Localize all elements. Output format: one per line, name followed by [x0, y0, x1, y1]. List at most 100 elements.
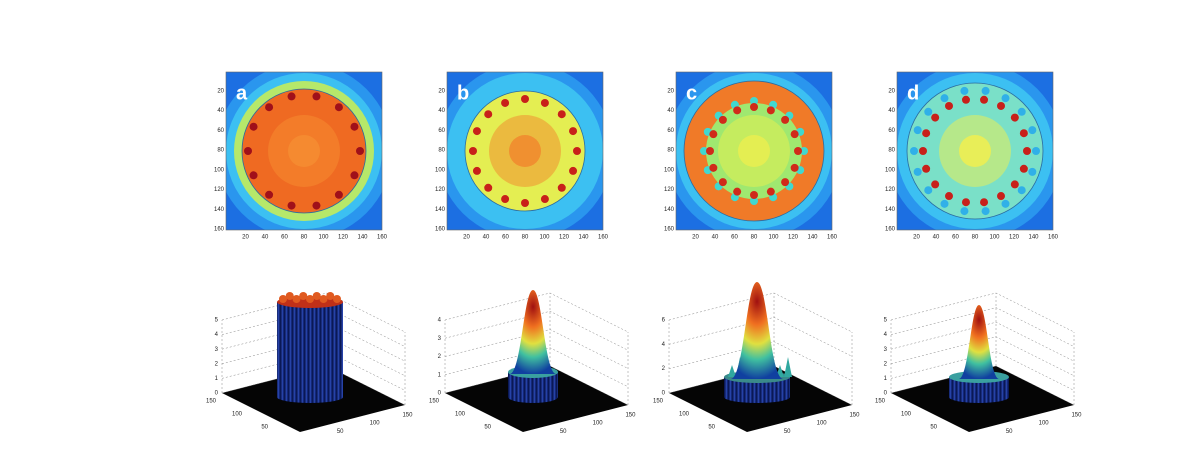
spike — [292, 295, 301, 303]
dot — [997, 192, 1005, 201]
dot — [501, 98, 510, 107]
dot — [960, 86, 969, 95]
x-tick-label: 100 — [370, 421, 381, 427]
y-tick-label: 100 — [679, 412, 690, 418]
dot — [766, 106, 775, 115]
mask — [666, 32, 842, 72]
y-tick-label: 40 — [217, 108, 224, 114]
dot — [1028, 167, 1037, 176]
dot — [709, 130, 718, 139]
y-tick-label: 50 — [261, 425, 268, 431]
x-tick-label: 150 — [625, 412, 636, 418]
y-tick-label: 100 — [455, 412, 466, 418]
mask — [666, 230, 842, 270]
y-tick-label: 100 — [885, 167, 896, 173]
x-tick-label: 50 — [560, 429, 567, 435]
dot — [1010, 180, 1019, 189]
heatmap — [216, 63, 392, 239]
center — [959, 135, 991, 167]
dot — [557, 110, 566, 119]
dot — [910, 147, 918, 155]
y-tick-label: 50 — [708, 425, 715, 431]
center — [288, 135, 320, 167]
mask — [887, 230, 1063, 270]
dot — [521, 95, 529, 103]
z-tick-label: 0 — [215, 391, 219, 397]
x-tick-label: 120 — [1009, 235, 1020, 241]
x-tick-label: 80 — [522, 235, 529, 241]
cylinder — [724, 377, 790, 403]
dot — [781, 115, 790, 124]
dot — [356, 147, 364, 155]
grid-line — [444, 310, 629, 351]
y-tick-label: 120 — [214, 187, 225, 193]
x-tick-label: 100 — [318, 235, 329, 241]
z-tick-label: 4 — [662, 342, 666, 348]
y-tick-label: 40 — [667, 108, 674, 114]
z-tick-label: 2 — [884, 361, 888, 367]
y-tick-label: 60 — [438, 128, 445, 134]
heatmap — [666, 63, 842, 239]
x-tick-label: 100 — [989, 235, 1000, 241]
dot — [1028, 126, 1037, 135]
panel-label: b — [457, 82, 469, 104]
frame — [225, 71, 383, 231]
x-tick-label: 140 — [807, 235, 818, 241]
dot — [922, 129, 931, 138]
x-tick-label: 160 — [377, 235, 388, 241]
dot — [922, 164, 931, 173]
x-tick-label: 60 — [731, 235, 738, 241]
y-tick-label: 20 — [667, 88, 674, 94]
dot — [718, 178, 727, 187]
dot — [733, 106, 742, 115]
dot — [750, 197, 758, 205]
z-tick-label: 3 — [215, 347, 219, 353]
dot — [700, 147, 708, 155]
z-tick-label: 3 — [438, 336, 442, 342]
y-tick-label: 120 — [664, 187, 675, 193]
spike — [319, 295, 328, 303]
z-tick-label: 3 — [884, 347, 888, 353]
z-tick-label: 2 — [662, 366, 666, 372]
dot — [919, 147, 927, 155]
x-tick-label: 40 — [483, 235, 490, 241]
y-tick-label: 150 — [875, 399, 886, 405]
dot — [249, 171, 258, 180]
dot — [1017, 107, 1026, 116]
x-tick-label: 120 — [559, 235, 570, 241]
y-tick-label: 60 — [667, 128, 674, 134]
y-tick-label: 20 — [438, 88, 445, 94]
y-tick-label: 160 — [435, 227, 446, 233]
dot — [1001, 199, 1010, 208]
dot — [790, 130, 799, 139]
x-tick-label: 150 — [1071, 412, 1082, 418]
y-tick-label: 140 — [435, 207, 446, 213]
dot — [484, 110, 493, 119]
panel-label: a — [236, 82, 248, 104]
z-tick-label: 4 — [438, 318, 442, 324]
mask — [887, 32, 1063, 72]
y-tick-label: 80 — [217, 148, 224, 154]
y-tick-label: 140 — [214, 207, 225, 213]
dot — [287, 92, 296, 101]
dot — [924, 186, 933, 195]
frame — [446, 71, 604, 231]
y-tick-label: 100 — [435, 167, 446, 173]
dot — [980, 95, 989, 104]
dot — [1032, 147, 1040, 155]
y-tick-label: 80 — [438, 148, 445, 154]
y-tick-label: 140 — [885, 207, 896, 213]
dot — [931, 180, 940, 189]
dot — [750, 191, 758, 199]
grid-line — [890, 351, 1075, 391]
dot — [484, 183, 493, 192]
dot — [940, 199, 949, 208]
dot — [334, 103, 343, 112]
x-tick-label: 140 — [578, 235, 589, 241]
x-tick-label: 80 — [751, 235, 758, 241]
dot — [913, 167, 922, 176]
x-tick-label: 40 — [712, 235, 719, 241]
x-tick-label: 20 — [242, 235, 249, 241]
dot — [557, 183, 566, 192]
heatmap — [887, 63, 1063, 239]
